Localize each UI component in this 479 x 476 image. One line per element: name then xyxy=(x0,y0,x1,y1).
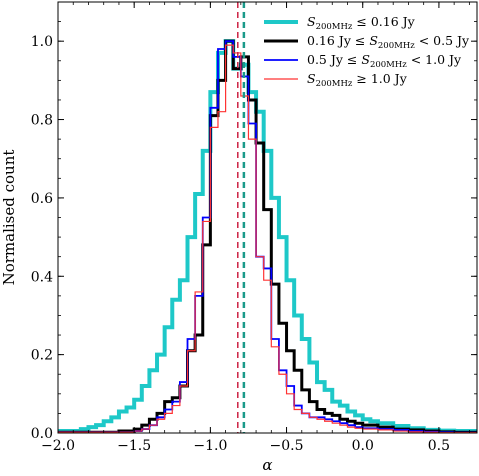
series-1-step-line xyxy=(58,39,477,433)
series-layer xyxy=(58,39,477,433)
x-tick-label: −1.5 xyxy=(117,438,151,454)
y-tick-label: 0.6 xyxy=(31,191,53,207)
y-tick-label: 0.8 xyxy=(31,113,53,129)
x-tick-label: −0.5 xyxy=(270,438,304,454)
series-4-step-line xyxy=(58,44,477,433)
x-tick-label: −1.0 xyxy=(193,438,227,454)
legend-label-2: 0.16 Jy ≤ S200MHz < 0.5 Jy xyxy=(307,33,470,51)
x-tick-label: −2.0 xyxy=(41,438,75,454)
y-tick-label: 0.2 xyxy=(31,348,53,364)
x-axis-label: α xyxy=(262,456,272,474)
x-tick-label: 0.0 xyxy=(352,438,374,454)
legend-label-1: S200MHz ≤ 0.16 Jy xyxy=(307,14,416,32)
legend: S200MHz ≤ 0.16 Jy0.16 Jy ≤ S200MHz < 0.5… xyxy=(264,14,470,89)
legend-label-4: S200MHz ≥ 1.0 Jy xyxy=(307,71,408,89)
y-axis-label: Normalised count xyxy=(0,150,18,286)
y-tick-label: 0.0 xyxy=(31,426,53,442)
series-2-step-line xyxy=(58,39,477,433)
median-lines xyxy=(237,2,246,433)
y-tick-label: 1.0 xyxy=(31,34,53,50)
legend-label-3: 0.5 Jy ≤ S200MHz < 1.0 Jy xyxy=(307,52,462,70)
y-tick-label: 0.4 xyxy=(31,269,53,285)
x-tick-label: 0.5 xyxy=(428,438,450,454)
series-3-step-line xyxy=(58,40,477,433)
axis-ticks: −2.0 −1.5 −1.0 −0.5 0.0 0.5 0.0 0.2 0.4 0.6 0.8 1.0 xyxy=(31,1,477,454)
